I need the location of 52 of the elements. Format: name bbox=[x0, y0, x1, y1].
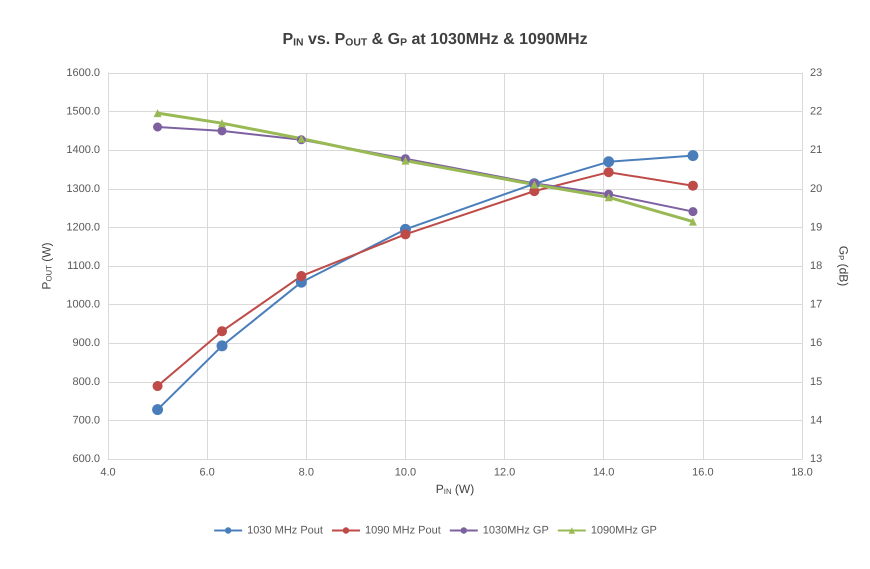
point bbox=[688, 207, 698, 216]
point bbox=[152, 381, 163, 392]
point bbox=[296, 271, 306, 282]
y-tick-label: 1500.0 bbox=[66, 106, 100, 118]
point bbox=[604, 167, 614, 178]
y2-tick-label: 18 bbox=[810, 260, 822, 272]
legend-label: 1030MHz GP bbox=[482, 524, 549, 536]
point bbox=[688, 180, 698, 191]
y2-tick-label: 13 bbox=[810, 453, 822, 465]
y-tick-label: 1100.0 bbox=[67, 260, 100, 272]
y2-tick-label: 17 bbox=[810, 298, 822, 311]
point bbox=[400, 229, 410, 240]
point bbox=[218, 119, 226, 128]
y2-tick-label: 21 bbox=[810, 144, 822, 156]
x-tick-label: 14.0 bbox=[593, 466, 614, 478]
x-tick-label: 8.0 bbox=[298, 466, 314, 478]
point bbox=[218, 126, 227, 136]
y2-tick-label: 19 bbox=[810, 221, 822, 234]
y2-tick-label: 20 bbox=[810, 182, 822, 195]
point bbox=[687, 150, 698, 162]
point bbox=[603, 156, 614, 168]
y2-tick-label: 22 bbox=[810, 106, 822, 118]
y2-tick-label: 23 bbox=[810, 67, 822, 79]
y-tick-label: 1200.0 bbox=[66, 221, 100, 234]
point bbox=[688, 218, 697, 226]
y2-tick-label: 16 bbox=[810, 337, 822, 350]
legend-label: 1090MHz GP bbox=[590, 524, 657, 536]
point bbox=[217, 326, 228, 336]
y-tick-label: 1300.0 bbox=[66, 182, 100, 195]
point bbox=[152, 404, 164, 416]
point bbox=[216, 340, 228, 352]
x-tick-label: 12.0 bbox=[494, 466, 516, 478]
x-tick-label: 4.0 bbox=[100, 466, 116, 478]
legend-label: 1090 MHz Pout bbox=[364, 524, 441, 536]
legend-label: 1030 MHz Pout bbox=[247, 524, 323, 536]
y-tick-label: 900.0 bbox=[72, 337, 100, 350]
point bbox=[401, 156, 410, 165]
point bbox=[604, 193, 613, 202]
y-tick-label: 1000.0 bbox=[66, 298, 100, 311]
x-tick-label: 16.0 bbox=[692, 466, 714, 478]
x-tick-label: 6.0 bbox=[199, 466, 215, 478]
y2-tick-label: 15 bbox=[810, 376, 822, 388]
point bbox=[154, 109, 162, 118]
y2-tick-label: 14 bbox=[810, 414, 822, 426]
y-tick-label: 700.0 bbox=[72, 414, 100, 426]
y-tick-label: 800.0 bbox=[72, 376, 100, 388]
point bbox=[153, 122, 162, 132]
y-tick-label: 1400.0 bbox=[66, 144, 100, 156]
y-tick-label: 600.0 bbox=[72, 453, 100, 465]
x-tick-label: 18.0 bbox=[791, 466, 813, 478]
y-tick-label: 1600.0 bbox=[66, 67, 100, 79]
x-tick-label: 10.0 bbox=[394, 466, 416, 478]
